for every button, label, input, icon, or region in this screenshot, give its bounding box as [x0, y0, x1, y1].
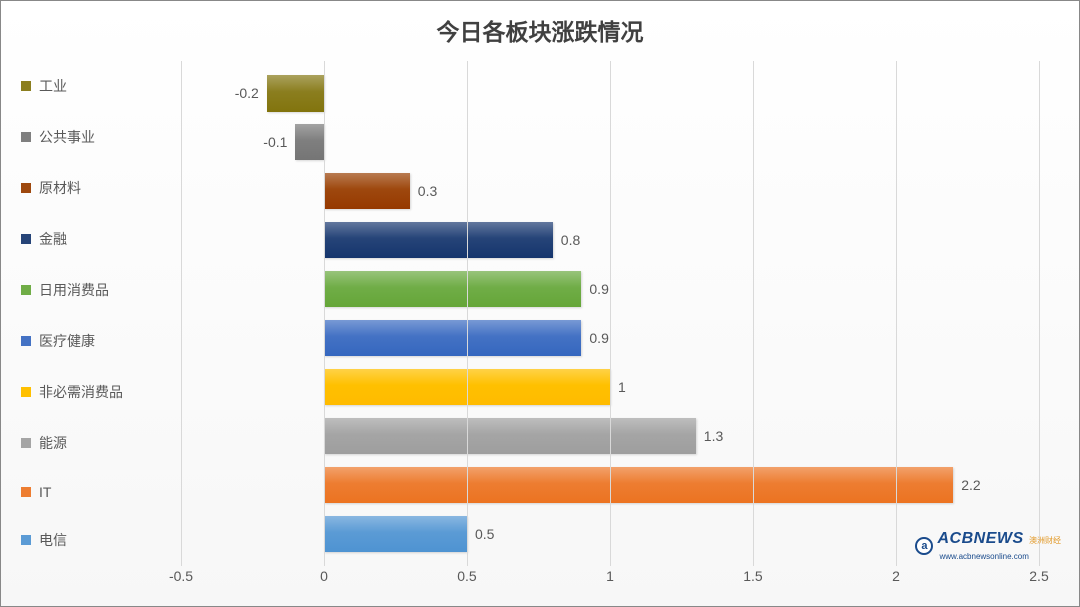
watermark-logo-icon: a: [915, 537, 933, 555]
legend-item: 非必需消费品: [21, 382, 181, 402]
grid-line: [896, 61, 897, 566]
bar-value-label: 0.9: [589, 281, 608, 297]
legend-item: 工业: [21, 76, 181, 96]
legend-label: 金融: [39, 229, 67, 249]
legend-item: 日用消费品: [21, 280, 181, 300]
x-tick-label: 2.5: [1029, 568, 1048, 584]
x-tick-label: 0: [320, 568, 328, 584]
legend-item: 金融: [21, 229, 181, 249]
grid-line: [467, 61, 468, 566]
chart-frame: 今日各板块涨跌情况 工业公共事业原材料金融日用消费品医疗健康非必需消费品能源 IT…: [0, 0, 1080, 607]
legend-label: 原材料: [39, 178, 81, 198]
bar: [324, 320, 581, 356]
legend-swatch-icon: [21, 285, 31, 295]
legend-swatch-icon: [21, 438, 31, 448]
bar-value-label: 1.3: [704, 428, 723, 444]
grid-line: [753, 61, 754, 566]
legend-label: 公共事业: [39, 127, 95, 147]
watermark-subtitle: 澳洲财经: [1029, 536, 1061, 545]
bar-value-label: 0.9: [589, 330, 608, 346]
legend-swatch-icon: [21, 387, 31, 397]
legend-item: 公共事业: [21, 127, 181, 147]
x-tick-label: 2: [892, 568, 900, 584]
bar-value-label: -0.1: [263, 134, 287, 150]
bar: [324, 418, 696, 454]
legend-swatch-icon: [21, 183, 31, 193]
grid-line: [181, 61, 182, 566]
legend-label: IT: [39, 484, 51, 500]
bar-value-label: -0.2: [235, 85, 259, 101]
legend-swatch-icon: [21, 81, 31, 91]
legend: 工业公共事业原材料金融日用消费品医疗健康非必需消费品能源 IT 电信: [1, 61, 181, 566]
bar: [324, 173, 410, 209]
legend-label: 工业: [39, 76, 67, 96]
x-tick-label: -0.5: [169, 568, 193, 584]
legend-label: 能源: [39, 433, 67, 453]
bar: [324, 271, 581, 307]
legend-item: IT: [21, 484, 181, 500]
bar: [324, 467, 953, 503]
legend-item: 能源: [21, 433, 181, 453]
legend-swatch-icon: [21, 336, 31, 346]
watermark-brand: ACBNEWS: [937, 530, 1023, 547]
legend-label: 日用消费品: [39, 280, 109, 300]
grid-line: [324, 61, 325, 566]
bar: [295, 124, 324, 160]
bar: [324, 516, 467, 552]
plot-area: -0.2 -0.1 0.3 0.8 0.9 0.9 1 1.3 2.2 0.5: [181, 61, 1039, 566]
legend-item: 原材料: [21, 178, 181, 198]
chart-body: 工业公共事业原材料金融日用消费品医疗健康非必需消费品能源IT电信 -0.2-0.…: [1, 61, 1079, 566]
legend-item: 电信: [21, 530, 181, 550]
bar-value-label: 2.2: [961, 477, 980, 493]
bar-value-label: 0.3: [418, 183, 437, 199]
legend-label: 电信: [39, 530, 67, 550]
legend-swatch-icon: [21, 132, 31, 142]
legend-swatch-icon: [21, 487, 31, 497]
legend-swatch-icon: [21, 234, 31, 244]
bar: [267, 75, 324, 111]
bar: [324, 222, 553, 258]
legend-label: 医疗健康: [39, 331, 95, 351]
grid-line: [610, 61, 611, 566]
grid-line: [1039, 61, 1040, 566]
bar-value-label: 0.5: [475, 526, 494, 542]
legend-label: 非必需消费品: [39, 382, 123, 402]
legend-swatch-icon: [21, 535, 31, 545]
bar-value-label: 1: [618, 379, 626, 395]
chart-title: 今日各板块涨跌情况: [1, 1, 1079, 47]
watermark: a ACBNEWS 澳洲财经 www.acbnewsonline.com: [915, 530, 1061, 562]
x-axis: -0.500.511.522.5: [181, 568, 1039, 596]
legend-item: 医疗健康: [21, 331, 181, 351]
watermark-url: www.acbnewsonline.com: [939, 552, 1028, 561]
x-tick-label: 1.5: [743, 568, 762, 584]
x-tick-label: 0.5: [457, 568, 476, 584]
x-tick-label: 1: [606, 568, 614, 584]
bar-value-label: 0.8: [561, 232, 580, 248]
